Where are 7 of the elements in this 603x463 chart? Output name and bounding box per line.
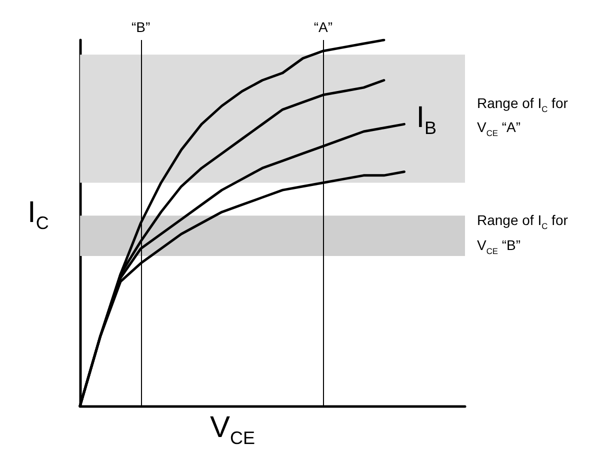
x-axis-title: V$_{CE}$ [210, 411, 256, 449]
text: Range of I$_{C}$ for V$_{CE}$ “A” [477, 94, 568, 138]
text: “B” [131, 19, 150, 35]
text: “A” [314, 19, 333, 35]
text: Range of I$_{C}$ for V$_{CE}$ “B” [477, 212, 568, 256]
y-axis-title: I$_{C}$ [28, 196, 49, 234]
annotation: I$_{B}$ [416, 101, 437, 140]
